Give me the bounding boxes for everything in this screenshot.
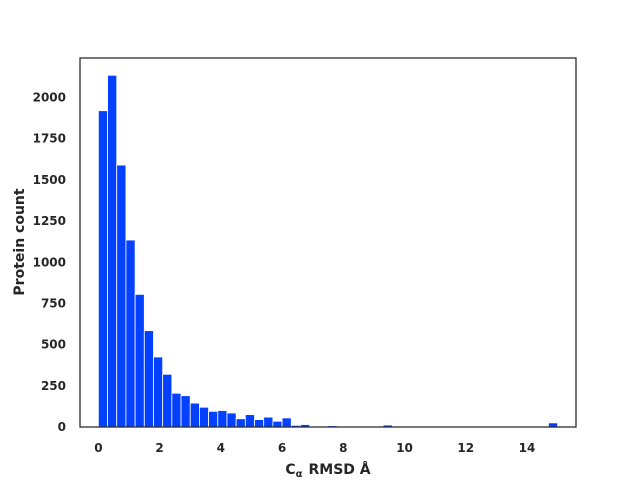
y-tick-label: 500 — [41, 338, 66, 352]
plot-frame — [79, 57, 577, 428]
x-tick-label: 12 — [457, 441, 474, 455]
histogram-bar — [199, 406, 209, 428]
histogram-bar — [125, 239, 136, 428]
y-tick-label: 1500 — [33, 173, 66, 187]
x-tick-label: 10 — [396, 441, 413, 455]
histogram-bar — [263, 416, 274, 428]
histogram-bar — [226, 412, 237, 428]
x-tick-label: 14 — [519, 441, 536, 455]
x-tick-label: 2 — [155, 441, 163, 455]
x-axis-ticks: 0 2 4 6 8 10 12 14 — [94, 441, 535, 455]
histogram-bar — [162, 373, 173, 428]
y-tick-label: 1250 — [33, 214, 66, 228]
y-tick-label: 250 — [41, 379, 66, 393]
histogram-bar — [235, 418, 246, 428]
y-tick-label: 2000 — [33, 91, 66, 105]
histogram-bar — [143, 330, 154, 428]
y-tick-label: 0 — [58, 420, 66, 434]
histogram-bar — [171, 392, 182, 428]
histogram-bar — [217, 410, 228, 428]
histogram-bar — [254, 419, 265, 428]
y-tick-label: 750 — [41, 296, 66, 310]
histogram-bar — [180, 395, 191, 428]
histogram-bar — [244, 414, 255, 428]
x-axis-label-subscript: α — [296, 469, 303, 480]
histogram-bar — [116, 164, 127, 428]
histogram-bar — [272, 420, 283, 428]
histogram-bar — [153, 356, 164, 428]
histogram-bar — [107, 74, 118, 428]
x-tick-label: 0 — [94, 441, 102, 455]
x-tick-label: 6 — [278, 441, 286, 455]
y-axis-label: Protein count — [12, 188, 28, 295]
histogram-bar — [134, 293, 145, 428]
histogram-bar — [97, 110, 108, 428]
histogram-bar — [189, 402, 200, 428]
y-tick-label: 1750 — [33, 132, 66, 146]
y-axis-ticks: 0 250 500 750 1000 1250 1500 1750 2000 — [33, 91, 66, 434]
x-tick-label: 8 — [339, 441, 347, 455]
x-axis-label-main: C — [285, 462, 295, 478]
x-tick-label: 4 — [217, 441, 225, 455]
histogram-bar — [208, 410, 219, 428]
y-tick-label: 1000 — [33, 255, 66, 269]
x-axis-label: Cα RMSD Å — [285, 461, 370, 480]
histogram-bar — [281, 417, 292, 428]
x-axis-label-rest: RMSD Å — [309, 461, 371, 478]
